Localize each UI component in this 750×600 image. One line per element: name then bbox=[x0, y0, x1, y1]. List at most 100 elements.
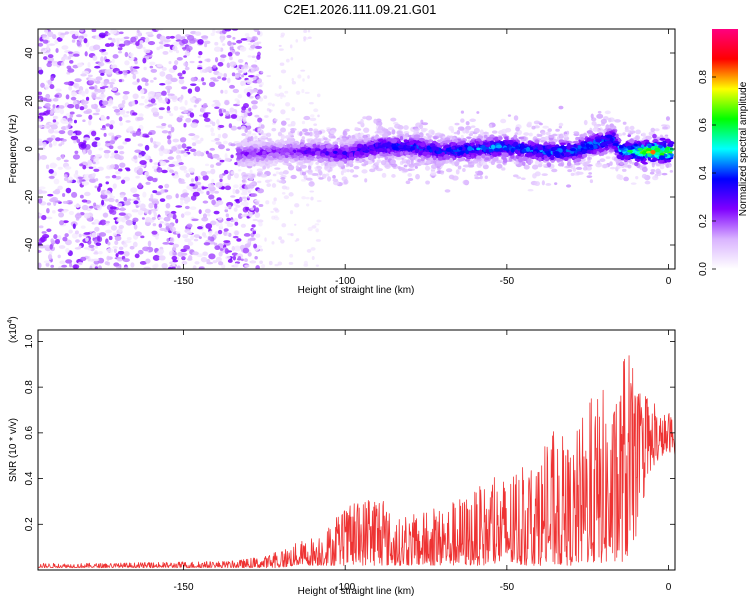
spectrogram-noise-cell bbox=[234, 189, 240, 194]
spectrogram-noise-cell bbox=[240, 38, 248, 41]
spectrogram-halo-cell bbox=[558, 105, 564, 110]
spectrogram-noise-cell bbox=[289, 44, 293, 49]
spectrogram-noise-cell bbox=[237, 59, 244, 64]
spectrogram-noise-cell bbox=[225, 110, 230, 116]
spectrogram-halo-cell bbox=[376, 159, 382, 164]
spectrogram-noise-cell bbox=[214, 245, 221, 251]
spectrogram-noise-cell bbox=[150, 137, 154, 143]
spectrogram-noise-cell bbox=[54, 188, 61, 195]
spectrogram-halo-cell bbox=[415, 173, 420, 180]
spectrogram-noise-cell bbox=[156, 250, 164, 256]
spectrogram-noise-cell bbox=[136, 78, 140, 83]
spectrogram-halo-cell bbox=[249, 177, 254, 181]
spectrogram-ridge-cell bbox=[522, 156, 529, 162]
spectrogram-noise-cell bbox=[54, 94, 60, 98]
spectrogram-noise-cell bbox=[186, 146, 192, 149]
spectrogram-halo-cell bbox=[324, 165, 331, 171]
spectrogram-noise-cell bbox=[201, 216, 209, 222]
spectrogram-noise-cell bbox=[122, 91, 130, 95]
spectrogram-noise-cell bbox=[186, 45, 193, 51]
spectrogram-noise-cell bbox=[130, 262, 135, 268]
spectrogram-noise-cell bbox=[67, 51, 73, 54]
spectrogram-noise-cell bbox=[194, 261, 200, 265]
spectrogram-halo-cell bbox=[435, 162, 443, 167]
spectrogram-halo-cell bbox=[376, 127, 381, 134]
spectrogram-noise-cell bbox=[41, 231, 47, 234]
spectrogram-halo-cell bbox=[318, 177, 324, 180]
spectrogram-noise-cell bbox=[167, 88, 171, 94]
spectrogram-noise-cell bbox=[184, 211, 192, 216]
spectrogram-noise-cell bbox=[234, 98, 239, 102]
spectrogram-halo-cell bbox=[655, 168, 661, 175]
spectrogram-noise-cell bbox=[57, 254, 61, 259]
spectrogram-noise-cell bbox=[92, 161, 96, 165]
spectrogram-noise-cell bbox=[161, 90, 167, 96]
spectrogram-noise-cell bbox=[101, 199, 105, 206]
spectrogram-noise-cell bbox=[118, 212, 126, 216]
spectrogram-halo-cell bbox=[528, 132, 533, 137]
spectrogram-noise-cell bbox=[132, 74, 137, 80]
spectrogram-noise-cell bbox=[191, 218, 199, 222]
spectrogram-ridge-cell bbox=[649, 159, 657, 163]
spectrogram-noise-cell bbox=[210, 168, 216, 175]
spectrogram-halo-cell bbox=[515, 126, 520, 132]
spectrogram-noise-cell bbox=[185, 117, 192, 123]
spectrogram-noise-cell bbox=[285, 186, 290, 190]
spectrogram-noise-cell bbox=[48, 143, 53, 148]
spectrogram-halo-cell bbox=[444, 189, 451, 193]
spectrogram-noise-cell bbox=[138, 167, 144, 173]
spectrogram-noise-cell bbox=[220, 89, 224, 94]
spectrogram-noise-cell bbox=[93, 168, 100, 172]
spectrogram-noise-cell bbox=[149, 65, 154, 69]
spectrogram-halo-cell bbox=[280, 120, 287, 126]
spectrogram-noise-cell bbox=[279, 62, 285, 66]
spectrogram-noise-cell bbox=[45, 93, 51, 99]
spectrogram-noise-cell bbox=[116, 218, 121, 222]
spectrogram-noise-cell bbox=[56, 37, 63, 42]
spectrogram-noise-cell bbox=[112, 183, 117, 189]
spectrogram-noise-cell bbox=[281, 223, 287, 228]
spectrogram-noise-cell bbox=[190, 77, 197, 82]
spectrogram-noise-cell bbox=[104, 153, 110, 159]
spectrogram-noise-cell bbox=[82, 119, 86, 123]
spectrogram-noise-cell bbox=[224, 206, 229, 210]
spectrogram-noise-cell bbox=[176, 265, 181, 269]
spectrogram-noise-cell bbox=[200, 137, 204, 142]
spectrogram-halo-cell bbox=[627, 164, 632, 169]
spectrogram-noise-cell bbox=[65, 239, 72, 246]
spectrogram-noise-cell bbox=[207, 236, 211, 241]
spectrogram-noise-cell bbox=[156, 63, 163, 68]
spectrogram-noise-cell bbox=[216, 119, 220, 125]
spectrogram-noise-cell bbox=[42, 141, 47, 147]
spectrogram-noise-cell bbox=[251, 64, 258, 68]
spectrogram-halo-cell bbox=[365, 115, 373, 121]
spectrogram-noise-cell bbox=[184, 238, 192, 243]
spectrogram-noise-cell bbox=[110, 64, 116, 69]
spectrogram-noise-cell bbox=[300, 69, 306, 72]
spectrogram-ridge-cell bbox=[550, 155, 555, 161]
spectrogram-noise-cell bbox=[132, 193, 140, 198]
spectrogram-noise-cell bbox=[244, 128, 248, 133]
spectrogram-noise-cell bbox=[189, 206, 197, 210]
spectrogram-noise-cell bbox=[214, 106, 220, 110]
spectrogram-noise-cell bbox=[192, 191, 200, 197]
spectrogram-halo-cell bbox=[288, 132, 294, 136]
spectrogram-noise-cell bbox=[151, 230, 158, 235]
spectrogram-noise-cell bbox=[233, 245, 242, 252]
spectrogram-noise-cell bbox=[180, 213, 185, 218]
spectrogram-noise-cell bbox=[76, 130, 81, 136]
spectrogram-noise-cell bbox=[241, 74, 245, 78]
spectrogram-halo-cell bbox=[353, 133, 361, 139]
spectrogram-noise-cell bbox=[38, 198, 43, 204]
spectrogram-noise-cell bbox=[74, 230, 79, 235]
spectrogram-halo-cell bbox=[434, 133, 439, 136]
spectrogram-noise-cell bbox=[269, 109, 272, 113]
spectrogram-halo-cell bbox=[295, 165, 299, 170]
spectrogram-noise-cell bbox=[218, 108, 223, 115]
spectrogram-noise-cell bbox=[38, 138, 43, 142]
spectrogram-ridge-cell bbox=[237, 162, 241, 167]
spectrogram-noise-cell bbox=[50, 75, 55, 82]
spectrogram-noise-cell bbox=[46, 202, 52, 206]
spectrogram-noise-cell bbox=[168, 224, 173, 229]
spectrogram-noise-cell bbox=[271, 215, 276, 220]
